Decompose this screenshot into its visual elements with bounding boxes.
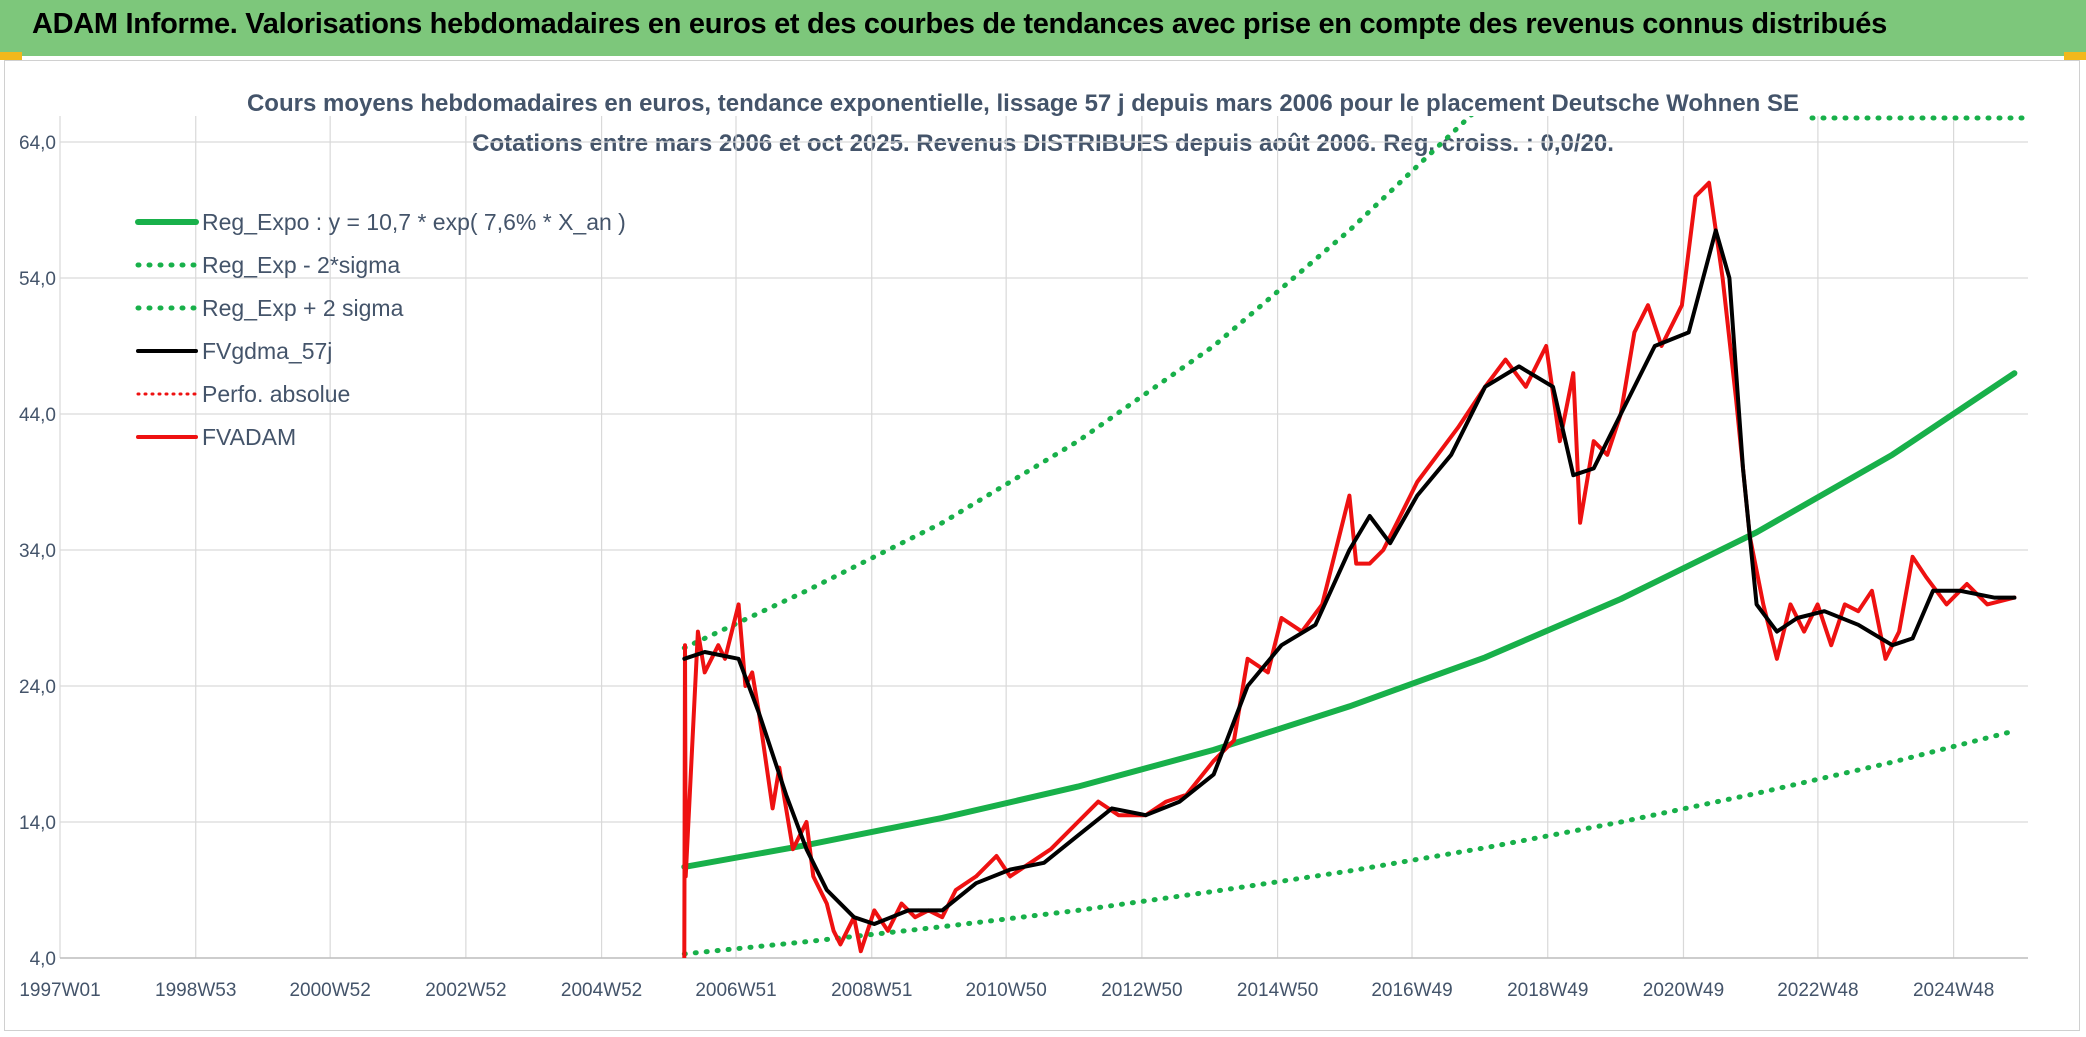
x-tick-label: 2008W51: [831, 980, 912, 1001]
y-tick-label: 44,0: [19, 405, 56, 426]
x-tick-label: 2000W52: [289, 980, 370, 1001]
x-tick-label: 2010W50: [965, 980, 1046, 1001]
legend-entry-label: FVgdma_57j: [202, 338, 332, 364]
x-tick-label: 2006W51: [695, 980, 776, 1001]
chart-frame: [4, 60, 2080, 1031]
x-tick-label: 2014W50: [1237, 980, 1318, 1001]
legend-entry-label: Reg_Exp - 2*sigma: [202, 252, 400, 278]
x-tick-label: 2012W50: [1101, 980, 1182, 1001]
series-line-solid-black: [682, 228, 2017, 926]
series-line-dotted-green: [681, 116, 1474, 651]
series-line-solid-red-thick: [682, 180, 2017, 958]
series-line-dotted-green: [681, 728, 2017, 957]
x-tick-label: 1998W53: [155, 980, 236, 1001]
y-tick-label: 64,0: [19, 133, 56, 154]
y-tick-label: 4,0: [30, 949, 56, 970]
series-line-solid-green-thick: [681, 370, 2018, 870]
y-tick-label: 34,0: [19, 541, 56, 562]
x-tick-label: 2022W48: [1777, 980, 1858, 1001]
x-tick-label: 2018W49: [1507, 980, 1588, 1001]
legend-entry-label: Reg_Expo : y = 10,7 * exp( 7,6% * X_an ): [202, 209, 626, 235]
x-tick-label: 2020W49: [1643, 980, 1724, 1001]
chart-subtitle: Cotations entre mars 2006 et oct 2025. R…: [472, 130, 1614, 157]
header-bar: ADAM Informe. Valorisations hebdomadaire…: [0, 0, 2086, 58]
y-tick-label: 24,0: [19, 677, 56, 698]
y-tick-label: 54,0: [19, 269, 56, 290]
x-tick-label: 2002W52: [425, 980, 506, 1001]
x-tick-label: 2024W48: [1913, 980, 1994, 1001]
legend-entry-label: Reg_Exp + 2 sigma: [202, 295, 404, 321]
x-tick-label: 1997W01: [19, 980, 100, 1001]
legend-entry-label: Perfo. absolue: [202, 381, 350, 407]
x-tick-label: 2004W52: [561, 980, 642, 1001]
x-tick-label: 2016W49: [1371, 980, 1452, 1001]
corner-accent-right: [2064, 52, 2086, 60]
y-tick-label: 14,0: [19, 813, 56, 834]
legend-entry-label: FVADAM: [202, 424, 296, 450]
corner-accent-left: [0, 52, 22, 60]
chart-title: Cours moyens hebdomadaires en euros, ten…: [246, 90, 1800, 117]
header-title: ADAM Informe. Valorisations hebdomadaire…: [32, 8, 1887, 40]
